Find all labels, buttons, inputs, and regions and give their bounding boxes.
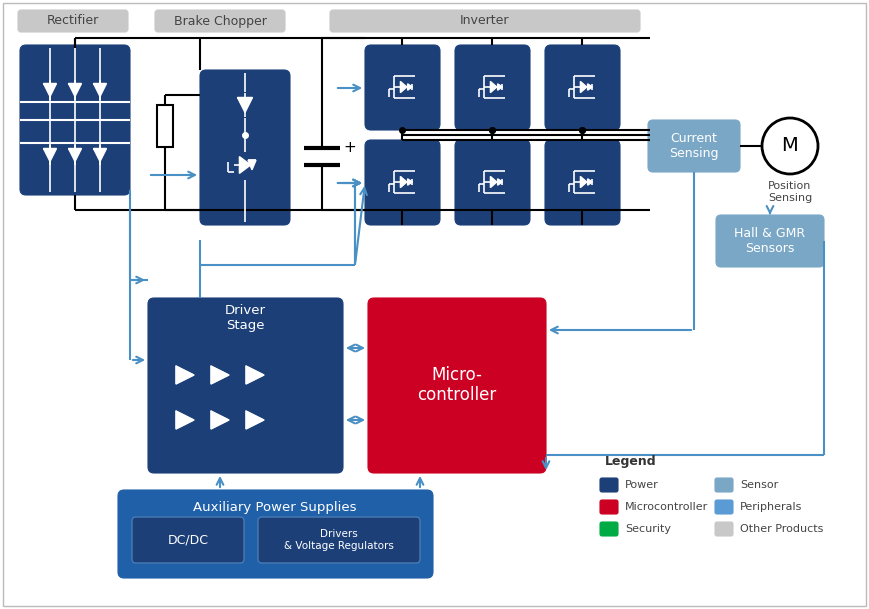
Text: M: M xyxy=(780,136,798,155)
Text: Security: Security xyxy=(624,524,670,534)
FancyBboxPatch shape xyxy=(148,298,342,473)
FancyBboxPatch shape xyxy=(132,517,243,563)
Polygon shape xyxy=(497,179,501,185)
FancyBboxPatch shape xyxy=(155,10,285,32)
Polygon shape xyxy=(93,83,106,96)
Polygon shape xyxy=(497,84,501,90)
Polygon shape xyxy=(69,83,82,96)
FancyBboxPatch shape xyxy=(715,215,823,267)
FancyBboxPatch shape xyxy=(258,517,420,563)
FancyBboxPatch shape xyxy=(368,298,546,473)
Text: DC/DC: DC/DC xyxy=(168,533,209,546)
Polygon shape xyxy=(43,149,56,161)
Polygon shape xyxy=(400,82,407,93)
Bar xyxy=(156,105,173,147)
Text: Auxiliary Power Supplies: Auxiliary Power Supplies xyxy=(193,501,356,513)
Text: Peripherals: Peripherals xyxy=(740,502,801,512)
Polygon shape xyxy=(239,157,250,174)
Polygon shape xyxy=(69,149,82,161)
Polygon shape xyxy=(580,177,586,188)
Polygon shape xyxy=(490,177,496,188)
FancyBboxPatch shape xyxy=(647,120,740,172)
Text: Current
Sensing: Current Sensing xyxy=(668,132,718,160)
Text: Rectifier: Rectifier xyxy=(47,15,99,27)
Text: Power: Power xyxy=(624,480,658,490)
FancyBboxPatch shape xyxy=(454,140,529,225)
Polygon shape xyxy=(176,411,194,429)
FancyBboxPatch shape xyxy=(18,10,128,32)
Text: Legend: Legend xyxy=(604,456,656,468)
Text: Sensor: Sensor xyxy=(740,480,778,490)
FancyBboxPatch shape xyxy=(329,10,640,32)
Polygon shape xyxy=(400,177,407,188)
Polygon shape xyxy=(211,366,229,384)
Text: Position
Sensing: Position Sensing xyxy=(767,181,811,203)
FancyBboxPatch shape xyxy=(454,45,529,130)
Polygon shape xyxy=(580,82,586,93)
FancyBboxPatch shape xyxy=(714,478,733,492)
Text: Other Products: Other Products xyxy=(740,524,822,534)
Text: Hall & GMR
Sensors: Hall & GMR Sensors xyxy=(733,227,805,255)
FancyBboxPatch shape xyxy=(200,70,289,225)
Text: Brake Chopper: Brake Chopper xyxy=(173,15,266,27)
FancyBboxPatch shape xyxy=(118,490,433,578)
Text: Inverter: Inverter xyxy=(460,15,509,27)
Polygon shape xyxy=(176,366,194,384)
FancyBboxPatch shape xyxy=(20,45,129,195)
Text: Microcontroller: Microcontroller xyxy=(624,502,707,512)
Text: +: + xyxy=(343,141,356,155)
Polygon shape xyxy=(587,179,592,185)
Polygon shape xyxy=(408,179,412,185)
FancyBboxPatch shape xyxy=(600,522,617,536)
Polygon shape xyxy=(93,149,106,161)
Polygon shape xyxy=(490,82,496,93)
Circle shape xyxy=(761,118,817,174)
Polygon shape xyxy=(237,97,252,113)
Polygon shape xyxy=(587,84,592,90)
Polygon shape xyxy=(246,411,263,429)
FancyBboxPatch shape xyxy=(544,45,620,130)
FancyBboxPatch shape xyxy=(600,478,617,492)
Polygon shape xyxy=(248,160,255,170)
Text: Drivers
& Voltage Regulators: Drivers & Voltage Regulators xyxy=(284,529,394,551)
FancyBboxPatch shape xyxy=(365,45,440,130)
FancyBboxPatch shape xyxy=(714,522,733,536)
Text: Driver
Stage: Driver Stage xyxy=(224,304,265,332)
FancyBboxPatch shape xyxy=(600,500,617,514)
Polygon shape xyxy=(246,366,263,384)
FancyBboxPatch shape xyxy=(714,500,733,514)
FancyBboxPatch shape xyxy=(544,140,620,225)
Text: Micro-
controller: Micro- controller xyxy=(417,365,496,404)
Polygon shape xyxy=(408,84,412,90)
FancyBboxPatch shape xyxy=(365,140,440,225)
Polygon shape xyxy=(211,411,229,429)
Polygon shape xyxy=(43,83,56,96)
